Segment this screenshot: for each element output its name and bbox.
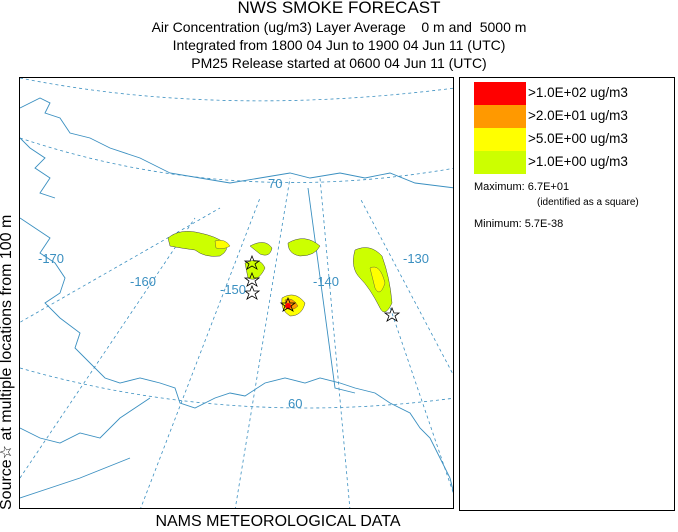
source-side-label: Source☆ at multiple locations from 100 m: [0, 215, 15, 510]
lon-label-140: -140: [313, 274, 339, 289]
legend-label-3: >5.0E+00 ug/m3: [528, 131, 628, 146]
legend-swatch-orange: [474, 105, 526, 128]
legend-label-1: >1.0E+02 ug/m3: [528, 85, 628, 100]
smoke-plumes: [167, 231, 393, 317]
graticule: [20, 78, 453, 508]
legend-maximum: Maximum: 6.7E+01: [474, 181, 570, 193]
lat-label-70: 70: [268, 176, 282, 191]
integration-period: Integrated from 1800 04 Jun to 1900 04 J…: [172, 37, 506, 53]
lat-label-60: 60: [288, 396, 302, 411]
meteorological-data-label: NAMS METEOROLOGICAL DATA: [155, 513, 401, 530]
legend-label-4: >1.0E+00 ug/m3: [528, 154, 628, 169]
legend-minimum: Minimum: 5.7E-38: [474, 218, 564, 230]
legend-swatch-yellow: [474, 128, 526, 151]
lon-label-150: -150: [220, 282, 246, 297]
release-info: PM25 Release started at 0600 04 Jun 11 (…: [191, 55, 487, 71]
lon-label-170: -170: [38, 251, 64, 266]
legend-panel: [459, 77, 675, 511]
legend-swatch-green: [474, 151, 526, 174]
concentration-subtitle: Air Concentration (ug/m3) Layer Average …: [151, 19, 527, 35]
forecast-title: NWS SMOKE FORECAST: [237, 0, 441, 17]
lon-label-130: -130: [403, 251, 429, 266]
source-markers: [243, 254, 401, 322]
legend-label-2: >2.0E+01 ug/m3: [528, 108, 628, 123]
coastline: [20, 97, 453, 499]
map-canvas: -170 -160 -150 -140 -130 70 60: [20, 78, 453, 508]
smoke-map[interactable]: -170 -160 -150 -140 -130 70 60: [19, 77, 454, 509]
legend-maximum-note: (identified as a square): [537, 197, 639, 208]
legend-swatch-red: [474, 82, 526, 105]
lon-label-160: -160: [130, 274, 156, 289]
